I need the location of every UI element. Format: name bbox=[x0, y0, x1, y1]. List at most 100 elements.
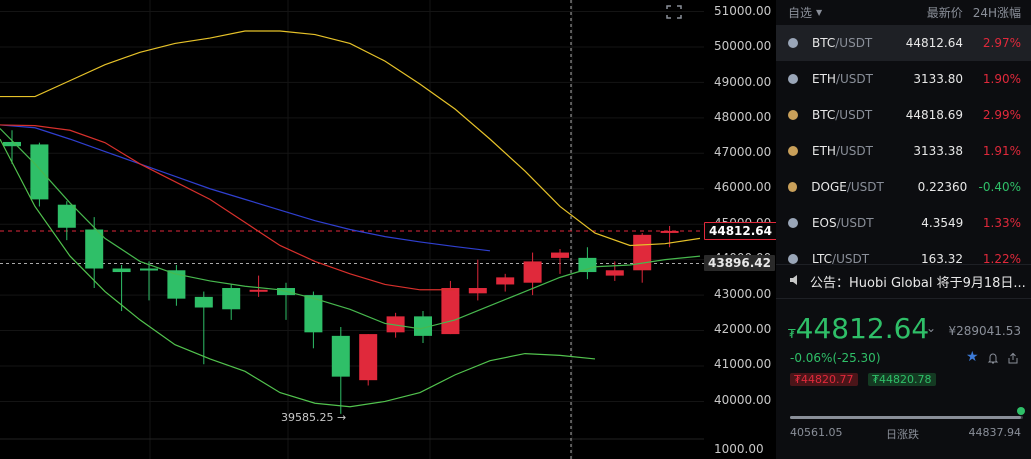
star-icon[interactable]: ★ bbox=[966, 349, 979, 365]
moving-average-line bbox=[0, 124, 491, 252]
candle bbox=[57, 201, 76, 241]
watchlist-row[interactable]: BTC/USDT 44812.64 2.97% bbox=[776, 25, 1031, 61]
speaker-icon bbox=[788, 273, 802, 291]
watchlist-row[interactable]: BTC/USDT 44818.69 2.99% bbox=[776, 97, 1031, 133]
pair-symbol: DOGE bbox=[811, 180, 847, 194]
currency-symbol: ₮ bbox=[788, 327, 796, 341]
candle-body bbox=[222, 288, 241, 310]
moving-average-line bbox=[0, 128, 701, 330]
share-icon[interactable] bbox=[1007, 350, 1019, 369]
watchlist-row[interactable]: LTC/USDT 163.32 1.22% bbox=[776, 241, 1031, 264]
axis-tick-label: 50000.00 bbox=[714, 38, 772, 53]
axis-tick-label: 46000.00 bbox=[714, 180, 772, 194]
candle-body bbox=[633, 234, 652, 271]
pair-quote: /USDT bbox=[846, 180, 884, 194]
candle bbox=[331, 327, 350, 414]
notice-bar[interactable]: 公告：Huobi Global 将于9月18日... bbox=[776, 264, 1031, 299]
price-chart[interactable]: 39585.25 → bbox=[0, 0, 775, 459]
pair-quote: /USDT bbox=[832, 252, 870, 264]
candle bbox=[578, 247, 597, 280]
pair-quote: /USDT bbox=[835, 144, 873, 158]
candle-body bbox=[578, 257, 597, 273]
watchlist-tab[interactable]: 自选 ▼ bbox=[788, 6, 823, 20]
candle bbox=[441, 280, 460, 335]
day-range-marker bbox=[1016, 407, 1025, 415]
candle-body bbox=[496, 277, 515, 285]
pair-symbol: ETH bbox=[812, 72, 836, 86]
axis-tick-label: 49000.00 bbox=[714, 74, 772, 89]
candles bbox=[3, 130, 679, 414]
coin-icon bbox=[788, 182, 798, 192]
candle-body bbox=[386, 316, 405, 333]
candle bbox=[167, 264, 186, 306]
candle-body bbox=[605, 270, 624, 276]
pair-change: 1.91% bbox=[982, 144, 1021, 158]
candle bbox=[222, 284, 241, 320]
axis-tick-label: 1000.00 bbox=[714, 442, 764, 456]
candle-body bbox=[304, 295, 323, 333]
coin-icon bbox=[788, 254, 798, 264]
day-range-low: 40561.05 bbox=[790, 426, 843, 439]
candle bbox=[304, 291, 323, 349]
watchlist-row[interactable]: DOGE/USDT 0.22360 -0.40% bbox=[776, 169, 1031, 205]
candle-body bbox=[551, 252, 569, 258]
candle-body bbox=[30, 144, 49, 200]
candle bbox=[85, 217, 104, 289]
notice-text: 公告：Huobi Global 将于9月18日... bbox=[810, 276, 1026, 291]
pair-price: 163.32 bbox=[921, 252, 963, 264]
candle bbox=[660, 225, 679, 248]
watchlist: BTC/USDT 44812.64 2.97% ETH/USDT 3133.80 1.90… bbox=[776, 25, 1031, 264]
candle-body bbox=[140, 268, 158, 271]
pair-symbol: ETH bbox=[812, 144, 836, 158]
last-price: 44812.64 bbox=[795, 312, 930, 345]
watchlist-row[interactable]: EOS/USDT 4.3549 1.33% bbox=[776, 205, 1031, 241]
candle bbox=[359, 334, 378, 386]
low-annotation: 39585.25 → bbox=[281, 411, 346, 424]
pair-price: 4.3549 bbox=[921, 216, 964, 230]
day-range-bar bbox=[790, 407, 1025, 419]
day-range-fill bbox=[790, 416, 1021, 419]
bell-icon[interactable] bbox=[987, 350, 999, 369]
change-column-header[interactable]: 24H涨幅 bbox=[972, 6, 1021, 20]
candle bbox=[277, 282, 295, 320]
watchlist-row[interactable]: ETH/USDT 3133.80 1.90% bbox=[776, 61, 1031, 97]
candle bbox=[633, 233, 652, 283]
bid-price-badge: ₮44820.78 bbox=[868, 373, 936, 386]
price-column-header[interactable]: 最新价 bbox=[926, 6, 963, 20]
moving-average-line bbox=[0, 124, 455, 291]
current-price-tag: 44812.64 bbox=[704, 222, 778, 240]
day-range-label: 日涨跌 bbox=[886, 428, 919, 441]
pair-symbol: EOS bbox=[811, 216, 837, 230]
candle bbox=[605, 261, 624, 281]
coin-icon bbox=[788, 146, 798, 156]
pair-change: -0.40% bbox=[978, 180, 1021, 194]
pair-change: 2.99% bbox=[982, 108, 1021, 122]
axis-tick-label: 40000.00 bbox=[714, 392, 772, 407]
coin-icon bbox=[788, 218, 798, 228]
expand-icon bbox=[666, 5, 682, 19]
pair-symbol: BTC bbox=[812, 36, 836, 50]
candle-body bbox=[468, 288, 487, 294]
pair-price: 0.22360 bbox=[917, 180, 968, 194]
chevron-down-icon[interactable]: ⌄ bbox=[926, 321, 937, 335]
pair-price: 3133.38 bbox=[913, 144, 963, 158]
cny-price: ¥289041.53 bbox=[948, 324, 1021, 338]
day-range-high: 44837.94 bbox=[968, 426, 1022, 439]
candle bbox=[140, 261, 158, 301]
price-change: -0.06%(-25.30) bbox=[790, 351, 881, 365]
candle-body bbox=[3, 141, 21, 147]
candle bbox=[112, 264, 131, 312]
pair-symbol: LTC bbox=[812, 252, 833, 264]
pair-change: 1.33% bbox=[982, 216, 1021, 230]
watchlist-row[interactable]: ETH/USDT 3133.38 1.91% bbox=[776, 133, 1031, 169]
pair-quote: /USDT bbox=[836, 216, 874, 230]
candle-body bbox=[112, 268, 131, 273]
coin-icon bbox=[788, 110, 798, 120]
pair-price: 44812.64 bbox=[905, 36, 963, 50]
candle bbox=[468, 259, 487, 301]
fullscreen-button[interactable] bbox=[664, 3, 684, 21]
pair-quote: /USDT bbox=[835, 36, 873, 50]
right-panel: 自选 ▼ 最新价 24H涨幅 BTC/USDT 44812.64 2.97% ETH /… bbox=[776, 0, 1031, 459]
candle bbox=[249, 275, 268, 297]
candle bbox=[3, 130, 21, 164]
